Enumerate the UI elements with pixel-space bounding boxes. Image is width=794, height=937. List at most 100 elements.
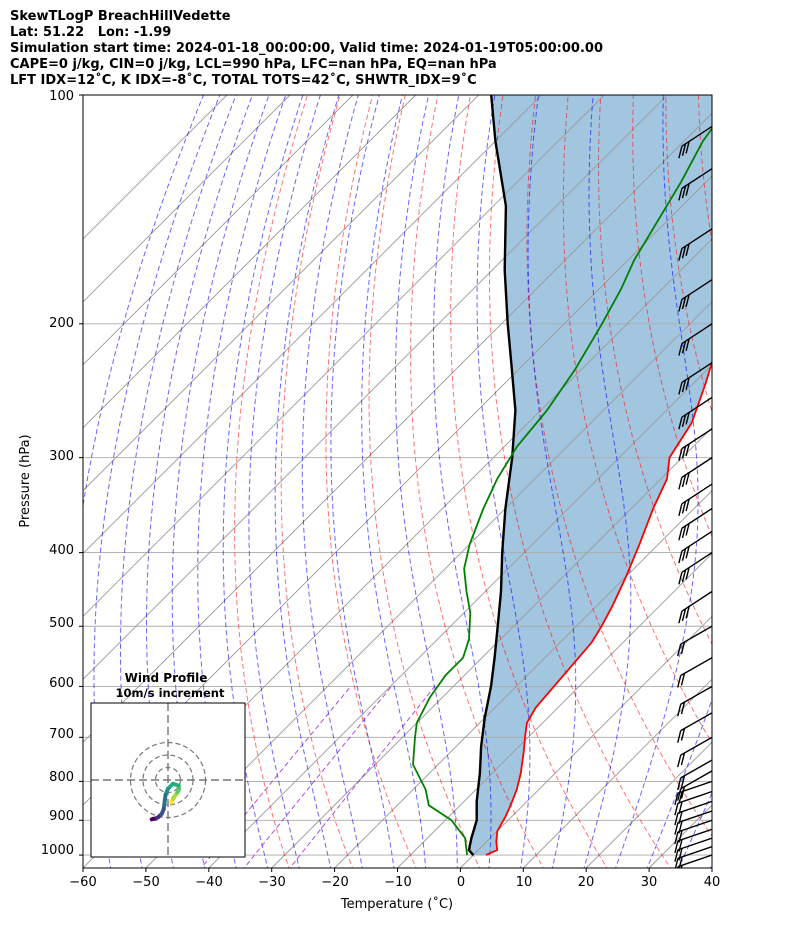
wind-barb-feather (678, 830, 683, 843)
wind-barb (674, 790, 712, 816)
wind-barb-staff (680, 759, 712, 779)
wind-barb-feather (680, 701, 686, 715)
wind-barb-feather (680, 728, 686, 741)
wind-barb (674, 837, 712, 862)
moist-adiabat-line (274, 95, 340, 868)
wind-barb-staff (680, 657, 712, 677)
wind-barb-feather (680, 786, 686, 799)
isotherm-line (83, 95, 417, 429)
x-axis-label: Temperature (˚C) (340, 896, 453, 912)
wind-barb (678, 125, 712, 159)
moist-adiabat-line (678, 791, 712, 868)
wind-barb-feather (678, 528, 683, 541)
wind-barb (677, 770, 712, 801)
hodograph-inset: Wind Profile 10m/s increment (90, 671, 246, 858)
index-line: LFT IDX=12˚C, K IDX=-8˚C, TOTAL TOTS=42˚… (10, 73, 477, 88)
isotherm-line (397, 552, 712, 868)
isotherm-line (83, 95, 479, 492)
wind-barb (678, 428, 712, 461)
wind-barb (678, 552, 712, 585)
wind-barb-staff (680, 736, 712, 756)
wind-barb-staff (681, 396, 712, 418)
wind-barb-feather (678, 572, 683, 585)
wind-barb-feather (685, 443, 690, 457)
wind-barb-feather (681, 246, 687, 259)
wind-barb-feather (681, 525, 687, 539)
wind-barb-staff (677, 800, 712, 814)
wind-barb-staff (680, 625, 712, 645)
wind-barb (677, 625, 712, 657)
wind-barb-staff (681, 590, 712, 612)
x-tick-label: −10 (384, 875, 411, 890)
wind-barb (677, 657, 712, 688)
dry-adiabat-line (764, 95, 794, 871)
y-axis-label: Pressure (hPa) (18, 434, 33, 527)
wind-barb (678, 362, 712, 395)
wind-barb-feather (681, 379, 687, 393)
moist-adiabat-line (171, 95, 270, 868)
dry-adiabat-line (234, 95, 308, 868)
x-tick-label: −40 (195, 875, 222, 890)
wind-barb (677, 736, 712, 768)
dry-adiabat-line (450, 95, 608, 868)
moist-adiabat-line (93, 95, 221, 868)
moist-adiabat-line (527, 95, 577, 868)
wind-barb-feather (685, 377, 690, 390)
wind-barb-feather (678, 839, 683, 852)
cape-cin-shading (468, 95, 712, 856)
time-line: Simulation start time: 2024-01-18_00:00:… (10, 41, 603, 56)
isotherm-line (145, 301, 712, 868)
wind-barb (677, 759, 712, 791)
wind-barb-staff (681, 552, 712, 573)
wind-barb-feather (681, 569, 687, 583)
moist-adiabat-line (222, 95, 304, 868)
dry-adiabat-line (697, 95, 712, 246)
wind-barb-feather (680, 641, 686, 655)
wind-barb-staff (681, 507, 712, 529)
isotherm-line (83, 95, 605, 618)
wind-barb-feather (678, 146, 683, 159)
wind-barb-feather (677, 730, 682, 743)
wind-barb-feather (685, 294, 690, 307)
wind-barb-feather (674, 858, 679, 868)
wind-barb-feather (681, 608, 687, 622)
isotherm-line (271, 427, 712, 868)
wind-barb-staff (681, 362, 712, 383)
wind-barb-feather (680, 673, 686, 686)
dry-adiabat-line (325, 95, 417, 868)
wind-barb-feather (678, 417, 683, 430)
wind-barb-feather (678, 343, 683, 356)
wind-barb (678, 530, 712, 564)
moist-adiabat-line (83, 95, 205, 509)
wind-barb-feather (681, 340, 687, 354)
wind-barb-feather (678, 611, 683, 624)
isotherm-line (83, 95, 291, 303)
wind-barb-feather (678, 848, 683, 861)
wind-barb-staff (681, 323, 712, 345)
dry-adiabat-line (731, 95, 794, 871)
wind-barb-feather (685, 141, 690, 154)
mixing-ratio-line (243, 686, 392, 868)
y-tick-label: 600 (49, 676, 74, 691)
isotherm-line (83, 95, 228, 240)
wind-barb-feather (677, 777, 682, 791)
wind-barb (678, 228, 712, 261)
hodograph-segment (149, 816, 156, 822)
temperature-line (485, 359, 712, 856)
wind-barb-feather (678, 550, 683, 564)
sounding-profiles (412, 95, 712, 856)
wind-barb-feather (677, 643, 682, 657)
wind-barb-staff (677, 819, 712, 833)
wind-barb-feather (677, 754, 682, 768)
moist-adiabat-line (146, 95, 253, 868)
moist-adiabat-line (330, 95, 395, 868)
wind-barb-feather (685, 243, 690, 257)
x-tick-label: 0 (457, 875, 465, 890)
wind-barb-staff (680, 685, 712, 705)
wind-barb (678, 323, 712, 356)
wind-barb-staff (677, 854, 712, 868)
isotherm-line (522, 678, 712, 868)
dry-adiabat-line (526, 95, 712, 838)
wind-barb (678, 483, 712, 516)
wind-barb-feather (678, 382, 683, 395)
